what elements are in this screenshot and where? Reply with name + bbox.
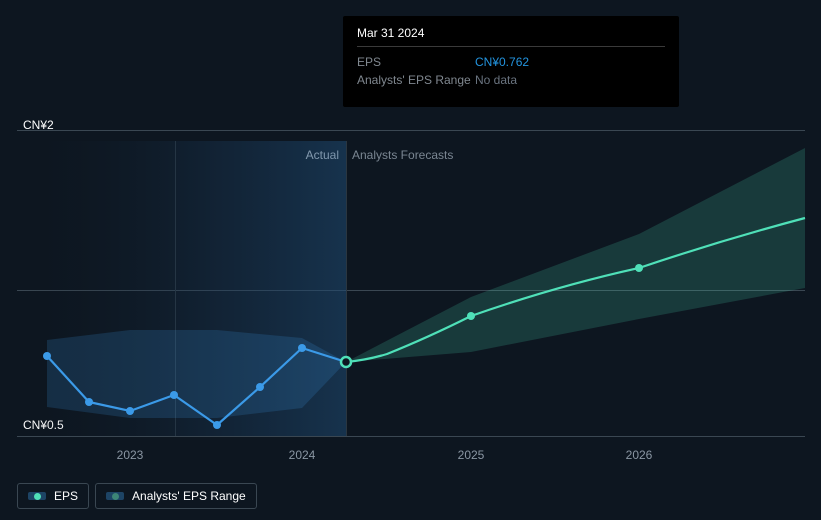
legend-item-range[interactable]: Analysts' EPS Range	[95, 483, 257, 509]
tooltip-val-range: No data	[475, 71, 517, 89]
tooltip-val-eps: CN¥0.762	[475, 53, 529, 71]
x-tick-2023: 2023	[117, 448, 144, 462]
eps-chart: CN¥2 CN¥0.5 Actual Analysts Forecasts	[17, 0, 805, 460]
legend-swatch-range	[106, 492, 124, 500]
chart-legend: EPS Analysts' EPS Range	[17, 483, 257, 509]
x-tick-2025: 2025	[458, 448, 485, 462]
tooltip-key-eps: EPS	[357, 53, 475, 71]
x-tick-2026: 2026	[626, 448, 653, 462]
legend-label-eps: EPS	[54, 489, 78, 503]
tooltip-title: Mar 31 2024	[357, 26, 665, 40]
tooltip-divider	[357, 46, 665, 47]
legend-swatch-eps	[28, 492, 46, 500]
tooltip-row-range: Analysts' EPS Range No data	[357, 71, 665, 89]
eps-marker-highlight[interactable]	[341, 357, 351, 367]
eps-range-forecast-band	[346, 148, 805, 362]
x-tick-2024: 2024	[289, 448, 316, 462]
tooltip-row-eps: EPS CN¥0.762	[357, 53, 665, 71]
legend-item-eps[interactable]: EPS	[17, 483, 89, 509]
chart-tooltip: Mar 31 2024 EPS CN¥0.762 Analysts' EPS R…	[343, 16, 679, 107]
tooltip-key-range: Analysts' EPS Range	[357, 71, 475, 89]
legend-label-range: Analysts' EPS Range	[132, 489, 246, 503]
